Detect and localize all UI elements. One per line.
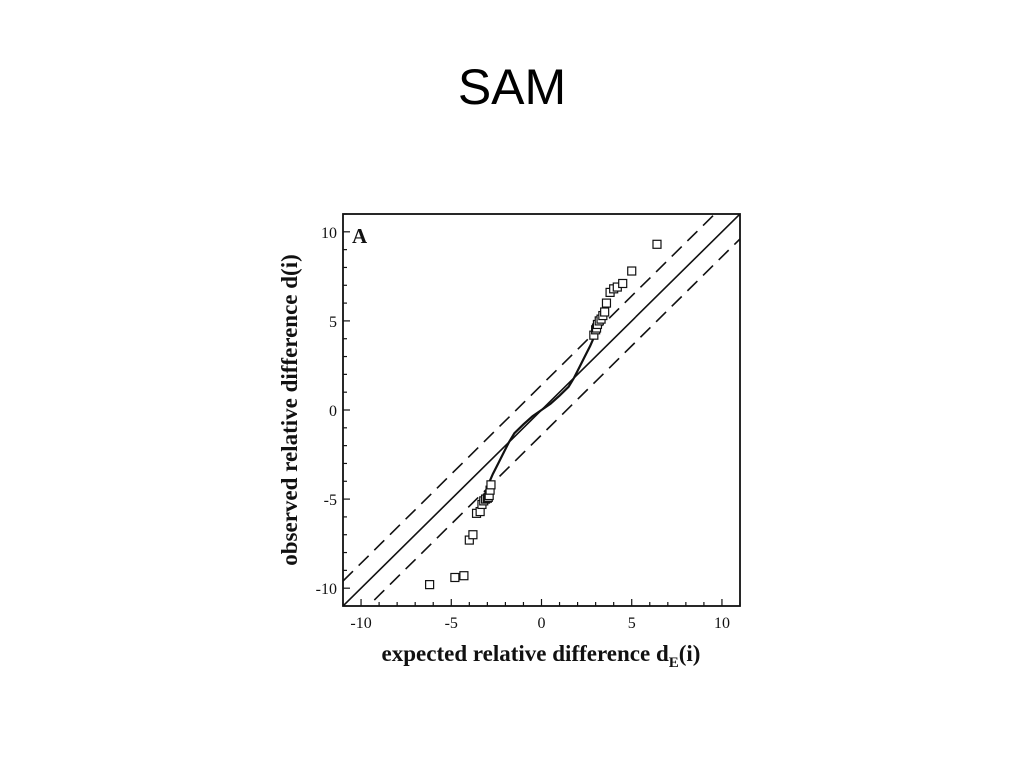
threshold-line bbox=[367, 238, 740, 606]
x-axis-label: expected relative difference dE(i) bbox=[382, 641, 701, 671]
x-tick-label: -5 bbox=[445, 615, 458, 632]
y-tick-label: 10 bbox=[321, 225, 337, 242]
x-tick-label: 0 bbox=[538, 615, 546, 632]
x-tick-label: 5 bbox=[628, 615, 636, 632]
data-point bbox=[450, 572, 460, 583]
tick-labels: -10 -5 0 5 10 -10 -5 0 5 10 bbox=[316, 225, 730, 632]
y-tick-label: -5 bbox=[324, 492, 337, 509]
y-tick-label: -10 bbox=[316, 581, 337, 598]
data-point bbox=[600, 307, 610, 317]
x-axis-label-subscript: E bbox=[669, 655, 679, 671]
x-axis-label-text: expected relative difference bbox=[382, 641, 651, 666]
data-point bbox=[627, 266, 637, 276]
y-axis-label: observed relative difference d(i) bbox=[277, 254, 302, 565]
x-tick-label: 10 bbox=[714, 615, 730, 632]
expected-curve bbox=[486, 332, 597, 488]
axis-ticks bbox=[342, 213, 741, 607]
y-tick-label: 5 bbox=[329, 314, 337, 331]
x-axis-label-symbol: d bbox=[656, 641, 669, 666]
x-axis-label-suffix: (i) bbox=[679, 641, 701, 666]
panel-label: A bbox=[352, 224, 368, 248]
data-point bbox=[468, 530, 478, 540]
threshold-line bbox=[343, 214, 716, 582]
x-tick-label: -10 bbox=[350, 615, 371, 632]
y-tick-label: 0 bbox=[329, 403, 337, 420]
data-points bbox=[425, 239, 662, 590]
null-curve bbox=[486, 332, 597, 488]
data-point bbox=[425, 580, 435, 590]
data-point bbox=[459, 571, 469, 581]
data-point bbox=[601, 298, 612, 308]
data-point bbox=[652, 239, 662, 249]
slide-title: SAM bbox=[457, 59, 567, 115]
data-point bbox=[618, 278, 628, 289]
data-point bbox=[486, 480, 496, 490]
